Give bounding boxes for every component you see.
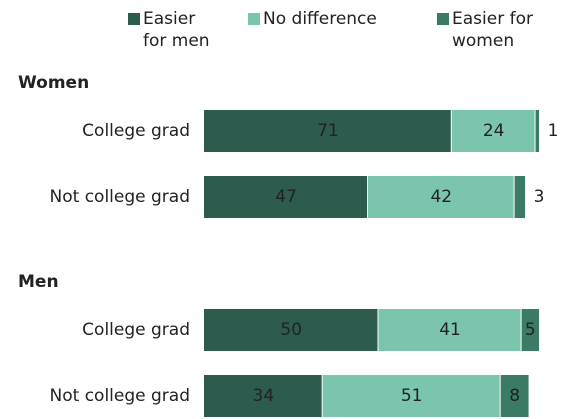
value-label: 71 [317, 121, 339, 141]
bar-segment [322, 375, 500, 417]
legend-swatch [128, 13, 140, 25]
legend-label: Easier for men [143, 9, 210, 51]
value-label: 5 [525, 320, 536, 340]
legend-item: No difference [248, 8, 377, 30]
category-label: College grad [82, 121, 190, 141]
bar-segment [514, 176, 526, 218]
legend-item: Easier for women [437, 8, 565, 52]
bar-segment [500, 375, 529, 417]
bar-segment [204, 375, 322, 417]
group-label: Men [18, 272, 59, 292]
bar-segment [368, 176, 514, 218]
legend-label: No difference [263, 9, 377, 29]
legend-swatch [248, 13, 260, 25]
value-label: 42 [430, 187, 452, 207]
value-label: 1 [548, 121, 559, 141]
bar-segment [521, 309, 540, 351]
bar-segment [535, 110, 540, 152]
bar-segment [378, 309, 521, 351]
value-label: 24 [483, 121, 505, 141]
value-label: 41 [439, 320, 461, 340]
category-label: Not college grad [50, 187, 190, 207]
category-label: College grad [82, 320, 190, 340]
bar-segment [451, 110, 535, 152]
group-label: Women [18, 73, 89, 93]
value-label: 50 [280, 320, 302, 340]
bar-segment [204, 176, 368, 218]
legend-item: Easier for men [128, 8, 223, 52]
category-label: Not college grad [50, 386, 190, 406]
value-label: 47 [275, 187, 297, 207]
legend-swatch [437, 13, 449, 25]
value-label: 3 [534, 187, 545, 207]
value-label: 8 [509, 386, 520, 406]
bar-segment [204, 110, 451, 152]
bar-segment [204, 309, 378, 351]
value-label: 51 [401, 386, 423, 406]
value-label: 34 [253, 386, 275, 406]
legend-label: Easier for women [452, 9, 533, 51]
